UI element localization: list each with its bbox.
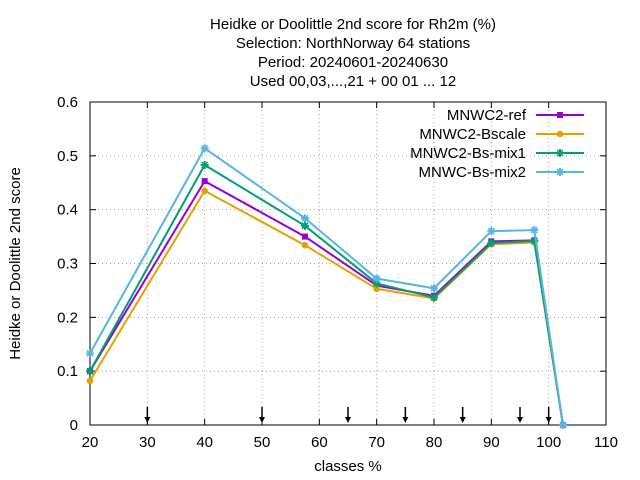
data-point-stroke <box>301 214 309 222</box>
data-point <box>200 144 209 153</box>
data-point <box>557 112 563 118</box>
series-mnwc2-bs-mix1 <box>86 160 567 429</box>
data-point <box>556 168 564 176</box>
series-line <box>89 180 564 426</box>
title-line: Period: 20240601-20240630 <box>258 54 448 71</box>
data-point-stroke <box>559 421 567 429</box>
threshold-arrow-head <box>545 417 552 423</box>
series-line <box>89 147 564 426</box>
data-point-stroke <box>373 275 381 283</box>
x-tick-label: 50 <box>254 434 271 451</box>
y-tick-label: 0.3 <box>57 256 78 273</box>
threshold-arrow-head <box>459 417 466 423</box>
data-point <box>201 178 208 185</box>
x-tick-label: 60 <box>311 434 328 451</box>
data-point-stroke <box>487 239 495 247</box>
legend-label: MNWC2-Bs-mix1 <box>410 145 526 162</box>
data-point <box>487 227 496 236</box>
legend-label: MNWC2-ref <box>447 107 527 124</box>
plot-frame <box>89 101 607 426</box>
title-line: Selection: NorthNorway 64 stations <box>236 35 470 52</box>
threshold-arrow-head <box>259 417 265 423</box>
y-tick-label: 0.4 <box>57 202 78 219</box>
data-point <box>430 293 438 302</box>
y-tick-label: 0.6 <box>57 94 78 111</box>
legend-label: MNWC-Bs-mix2 <box>419 164 526 181</box>
x-tick-label: 100 <box>536 434 561 451</box>
data-point-stroke <box>201 144 209 152</box>
threshold-arrow-head <box>144 417 151 423</box>
data-point <box>373 285 380 293</box>
data-point <box>559 421 567 429</box>
chart-title: Heidke or Doolittle 2nd score for Rh2m (… <box>210 16 496 90</box>
data-point <box>530 226 539 235</box>
data-point-stroke <box>487 227 495 235</box>
legend-label: MNWC2-Bscale <box>419 126 526 143</box>
data-point <box>201 187 208 195</box>
data-point-stroke <box>556 168 564 176</box>
series-mnwc2-bscale <box>86 187 567 429</box>
series-lines <box>86 144 567 429</box>
threshold-arrow <box>459 407 466 423</box>
x-tick-label: 70 <box>368 434 385 451</box>
data-point <box>302 233 308 240</box>
series-mnwc-bs-mix2 <box>86 144 567 429</box>
data-point <box>200 160 209 169</box>
data-point <box>556 130 564 138</box>
data-point <box>372 274 381 283</box>
data-point-stroke <box>430 284 438 292</box>
x-axis-label: classes % <box>314 458 382 475</box>
y-tick-label: 0.5 <box>57 148 78 165</box>
threshold-arrow-head <box>402 417 409 423</box>
x-tick-label: 80 <box>426 434 443 451</box>
threshold-arrow-head <box>345 417 351 423</box>
threshold-arrow <box>345 407 351 423</box>
threshold-arrow <box>259 407 265 423</box>
data-point-stroke <box>556 149 564 157</box>
x-tick-label: 110 <box>594 434 618 451</box>
series-mnwc2-ref <box>87 178 566 428</box>
axis-ticks: 20 30 40 50 60 70 80 90 100 110 0 0.1 0.2 0.3 0.4 0.5 0.… <box>57 94 618 451</box>
data-point <box>301 221 309 230</box>
data-point <box>556 149 564 157</box>
y-axis-label: Heidke or Doolittle 2nd score <box>7 167 24 360</box>
data-point <box>487 239 496 248</box>
x-tick-label: 40 <box>196 434 213 451</box>
threshold-arrow <box>517 407 523 423</box>
threshold-arrows <box>144 407 552 423</box>
data-point-stroke <box>86 367 94 375</box>
x-tick-label: 90 <box>483 434 500 451</box>
title-line: Heidke or Doolittle 2nd score for Rh2m (… <box>210 16 496 33</box>
legend: MNWC2-ref MNWC2-Bscale MNWC2-Bs-mix1 MNWC-B… <box>410 107 584 181</box>
y-tick-label: 0.2 <box>57 309 78 326</box>
threshold-arrow <box>545 407 552 423</box>
data-point-stroke <box>301 222 309 230</box>
data-point-stroke <box>430 293 438 301</box>
data-point-stroke <box>201 161 209 169</box>
data-point <box>430 284 438 293</box>
x-tick-label: 20 <box>82 434 99 451</box>
grid <box>90 102 606 425</box>
x-tick-label: 30 <box>139 434 156 451</box>
title-line: Used 00,03,...,21 + 00 01 ... 12 <box>250 73 456 90</box>
data-point-stroke <box>86 349 94 357</box>
data-point <box>301 214 309 223</box>
data-point <box>86 349 94 358</box>
data-point-stroke <box>530 226 538 234</box>
data-point <box>86 377 94 385</box>
threshold-arrow-head <box>517 417 523 423</box>
series-line <box>89 163 564 426</box>
threshold-arrow <box>402 407 409 423</box>
y-tick-label: 0 <box>70 417 78 434</box>
data-point <box>86 367 94 376</box>
threshold-arrow <box>144 407 151 423</box>
series-line <box>89 189 564 426</box>
y-tick-label: 0.1 <box>57 363 78 380</box>
data-point <box>301 241 309 249</box>
